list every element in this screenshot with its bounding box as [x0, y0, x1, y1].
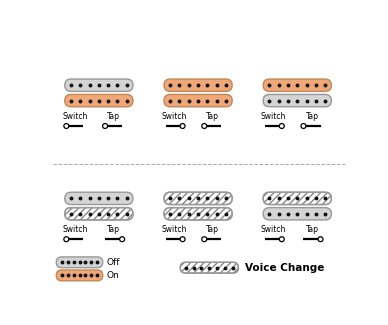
- Text: On: On: [107, 271, 120, 280]
- Circle shape: [180, 237, 185, 242]
- FancyBboxPatch shape: [164, 79, 232, 91]
- Circle shape: [120, 237, 125, 242]
- Text: Voice Change: Voice Change: [244, 263, 324, 273]
- FancyBboxPatch shape: [56, 257, 103, 268]
- FancyBboxPatch shape: [263, 192, 331, 204]
- Text: Switch: Switch: [62, 225, 88, 234]
- Circle shape: [318, 237, 323, 242]
- Circle shape: [64, 124, 69, 128]
- Circle shape: [202, 124, 207, 128]
- FancyBboxPatch shape: [164, 192, 232, 204]
- Text: Off: Off: [107, 258, 120, 267]
- Circle shape: [279, 237, 284, 242]
- Text: Tap: Tap: [107, 225, 120, 234]
- FancyBboxPatch shape: [164, 95, 232, 107]
- FancyBboxPatch shape: [263, 95, 331, 107]
- Text: Switch: Switch: [161, 225, 187, 234]
- Circle shape: [279, 124, 284, 128]
- Text: Tap: Tap: [206, 225, 219, 234]
- Text: Switch: Switch: [261, 111, 286, 121]
- Text: Tap: Tap: [206, 111, 219, 121]
- FancyBboxPatch shape: [65, 79, 133, 91]
- Circle shape: [180, 124, 185, 128]
- FancyBboxPatch shape: [65, 208, 133, 220]
- Text: Tap: Tap: [107, 111, 120, 121]
- FancyBboxPatch shape: [263, 79, 331, 91]
- FancyBboxPatch shape: [263, 208, 331, 220]
- FancyBboxPatch shape: [65, 192, 133, 204]
- Circle shape: [301, 124, 306, 128]
- FancyBboxPatch shape: [164, 208, 232, 220]
- Text: Switch: Switch: [261, 225, 286, 234]
- Circle shape: [202, 237, 207, 242]
- Circle shape: [102, 124, 107, 128]
- FancyBboxPatch shape: [65, 95, 133, 107]
- Text: Tap: Tap: [305, 225, 319, 234]
- Text: Tap: Tap: [305, 111, 319, 121]
- FancyBboxPatch shape: [180, 262, 238, 273]
- Text: Switch: Switch: [161, 111, 187, 121]
- Circle shape: [64, 237, 69, 242]
- FancyBboxPatch shape: [56, 270, 103, 281]
- Text: Switch: Switch: [62, 111, 88, 121]
